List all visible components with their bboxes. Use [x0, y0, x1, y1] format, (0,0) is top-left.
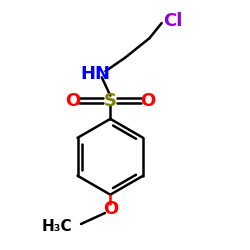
Text: O: O — [103, 200, 118, 218]
Text: Cl: Cl — [163, 12, 182, 30]
Text: H₃C: H₃C — [42, 219, 72, 234]
Text: O: O — [65, 92, 80, 110]
Text: O: O — [140, 92, 156, 110]
Text: S: S — [104, 92, 117, 110]
Text: HN: HN — [81, 65, 111, 83]
